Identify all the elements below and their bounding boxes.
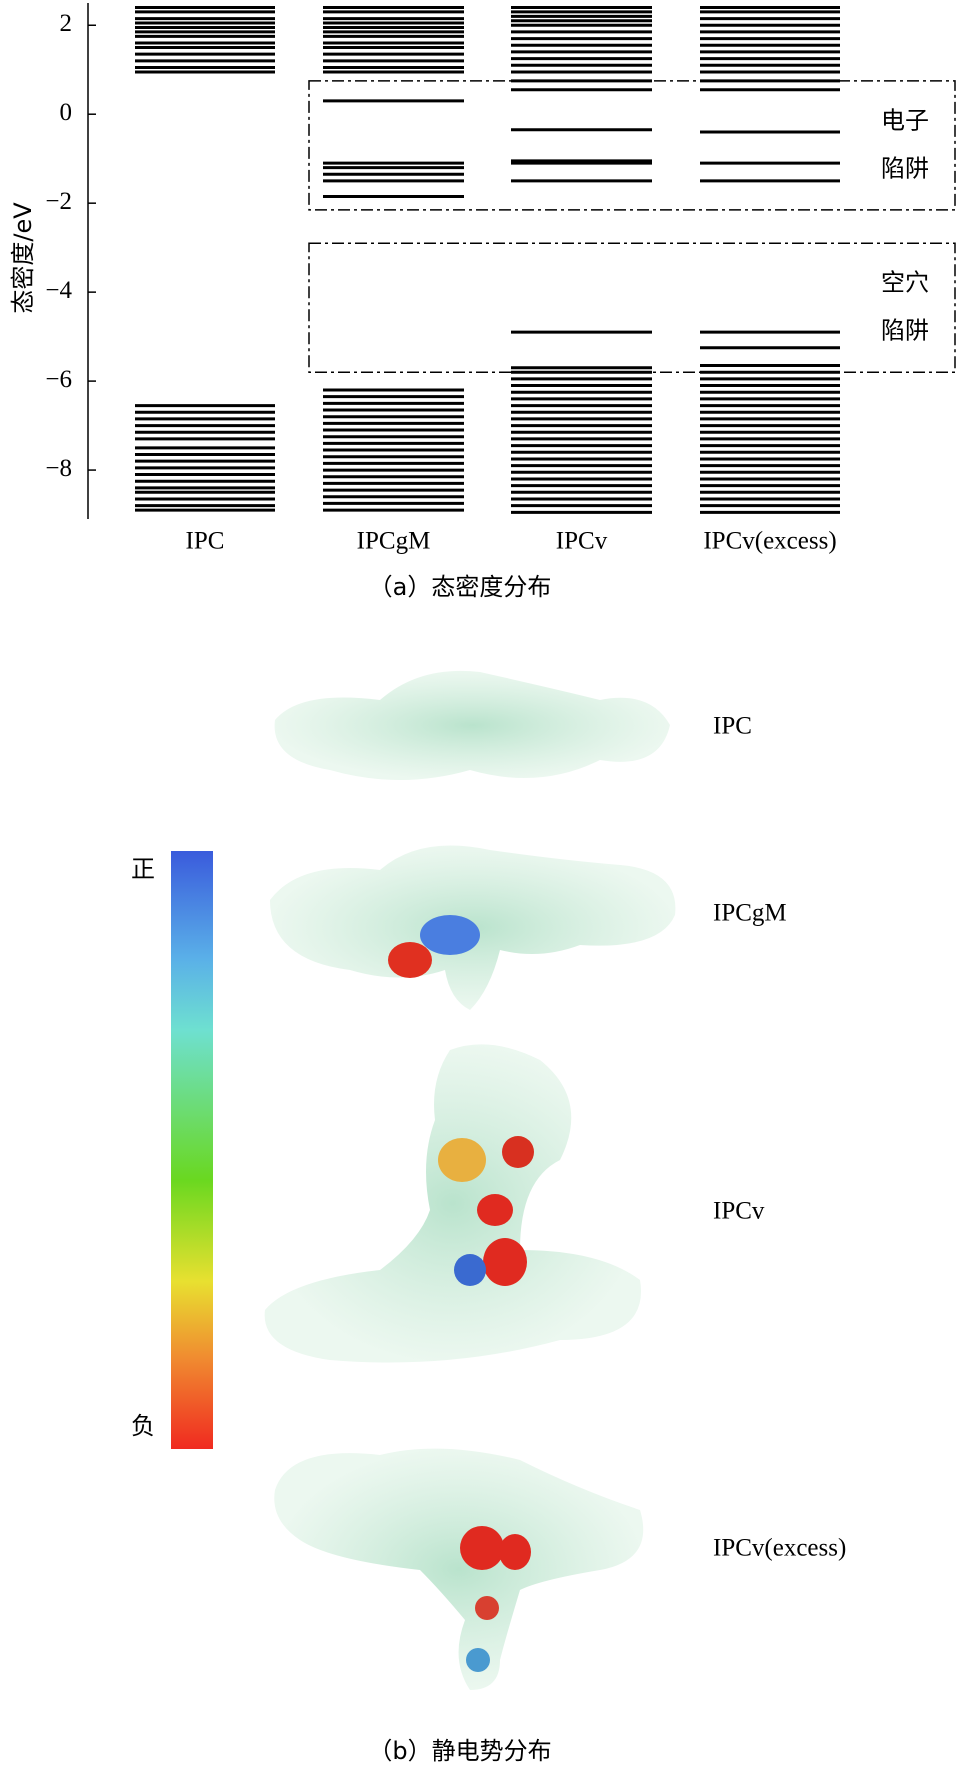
x-tick-label: IPC	[186, 528, 225, 555]
y-axis-label: 态密度/eV	[9, 202, 37, 314]
trap-box	[308, 80, 956, 211]
trap-label: 空穴	[881, 269, 929, 297]
trap-label: 电子	[881, 106, 929, 134]
molecule-label: IPCv(excess)	[713, 1535, 846, 1562]
y-tick-label: 0	[60, 99, 73, 126]
molecule-ipcv	[264, 1044, 641, 1363]
x-tick-label: IPCgM	[357, 528, 431, 555]
y-tick-label: −6	[45, 366, 72, 393]
colorbar-top-label: 正	[131, 855, 155, 883]
colorbar	[171, 851, 213, 1449]
caption-b: （b）静电势分布	[368, 1737, 551, 1765]
trap-box	[308, 242, 956, 373]
molecule-ipc	[274, 670, 670, 780]
trap-label: 陷阱	[881, 154, 929, 182]
y-tick-label: −2	[45, 188, 72, 215]
trap-label: 陷阱	[881, 317, 929, 345]
x-tick-label: IPCv(excess)	[703, 528, 836, 555]
y-tick-label: 2	[60, 10, 73, 37]
molecules	[171, 670, 676, 1690]
molecule-ipcgm	[270, 845, 676, 1010]
y-tick-label: −8	[45, 455, 72, 482]
x-tick-label: IPCv	[556, 528, 608, 555]
molecule-ipcv-excess	[274, 1448, 644, 1690]
molecule-label: IPC	[713, 713, 752, 740]
colorbar-bottom-label: 负	[131, 1412, 155, 1440]
molecule-label: IPCgM	[713, 900, 787, 927]
molecule-label: IPCv	[713, 1198, 765, 1225]
y-tick-label: −4	[45, 277, 72, 304]
caption-a: （a）态密度分布	[369, 573, 552, 601]
